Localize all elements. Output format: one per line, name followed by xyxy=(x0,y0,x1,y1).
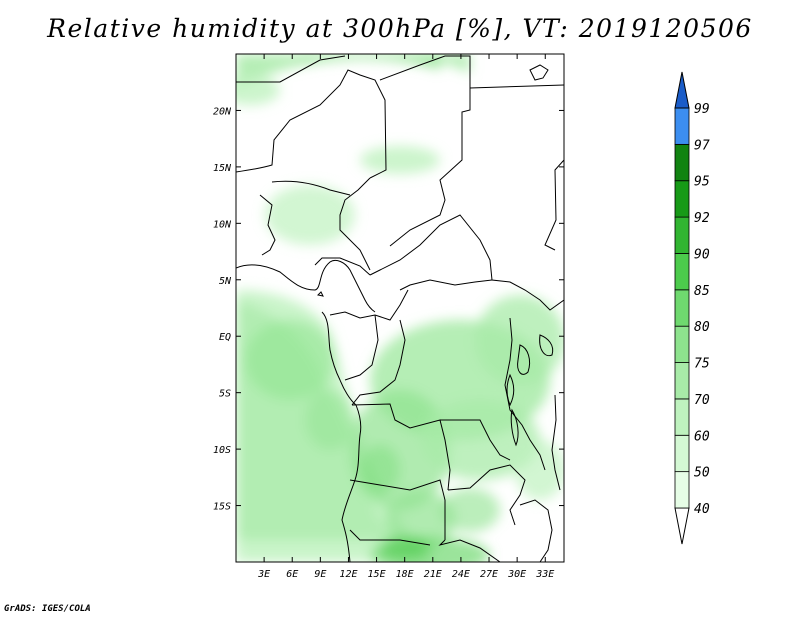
lon-tick-label: 24E xyxy=(452,569,470,580)
lat-tick-label: 5N xyxy=(219,276,232,287)
colorbar-label: 40 xyxy=(694,502,710,517)
colorbar-segment xyxy=(674,325,690,363)
lon-tick-label: 21E xyxy=(424,569,442,580)
colorbar-label: 75 xyxy=(694,357,710,372)
lon-tick-label: 18E xyxy=(396,569,414,580)
humidity-field xyxy=(236,54,564,562)
lat-tick-label: 15S xyxy=(213,502,231,513)
lat-tick-label: EQ xyxy=(219,332,231,343)
lat-tick-label: 10N xyxy=(213,219,232,230)
colorbar-segment xyxy=(674,180,690,218)
colorbar-segment xyxy=(674,107,690,145)
colorbar-segment xyxy=(674,253,690,291)
lon-tick-label: 30E xyxy=(507,569,526,580)
footer-credit: GrADS: IGES/COLA xyxy=(4,604,91,614)
colorbar-label: 60 xyxy=(694,429,710,444)
colorbar-label: 92 xyxy=(694,211,710,226)
colorbar-label: 85 xyxy=(694,284,710,299)
axis-ticks: 20N 15N 10N 5N EQ 5S 10S 15S 3E 6E 9E 12E 15E 18E 21E 2… xyxy=(213,54,564,580)
map-frame xyxy=(235,53,565,563)
lon-tick-label: 9E xyxy=(314,569,326,580)
colorbar-label: 80 xyxy=(694,320,710,335)
colorbar-bottom-arrow xyxy=(674,507,690,545)
lon-tick-label: 15E xyxy=(368,569,386,580)
lat-tick-label: 20N xyxy=(213,106,232,117)
colorbar-label: 97 xyxy=(694,138,710,153)
colorbar-label: 90 xyxy=(694,247,710,262)
map-title: Relative humidity at 300hPa [%], VT: 201… xyxy=(47,14,753,43)
colorbar-label: 50 xyxy=(694,466,710,481)
colorbar-segment xyxy=(674,289,690,327)
colorbar-label: 99 xyxy=(694,102,710,117)
colorbar-segment xyxy=(674,398,690,436)
colorbar-segment xyxy=(674,471,690,509)
lat-tick-label: 15N xyxy=(213,163,232,174)
colorbar-segment xyxy=(674,143,690,182)
colorbar-segment xyxy=(674,216,690,254)
colorbar-top-arrow xyxy=(674,71,690,109)
borders xyxy=(236,55,564,562)
lat-tick-label: 10S xyxy=(213,445,231,456)
lon-tick-label: 27E xyxy=(480,569,498,580)
lon-tick-label: 3E xyxy=(257,569,270,580)
colorbar-label: 95 xyxy=(694,175,710,190)
colorbar-segment xyxy=(674,434,690,473)
lat-tick-label: 5S xyxy=(219,389,231,400)
colorbar-label: 70 xyxy=(694,393,710,408)
lon-tick-label: 6E xyxy=(286,569,298,580)
lon-tick-label: 33E xyxy=(535,569,554,580)
colorbar: 40 50 60 70 75 80 85 90 92 95 97 99 xyxy=(674,71,710,545)
lon-tick-label: 12E xyxy=(339,569,357,580)
colorbar-segment xyxy=(674,362,690,400)
